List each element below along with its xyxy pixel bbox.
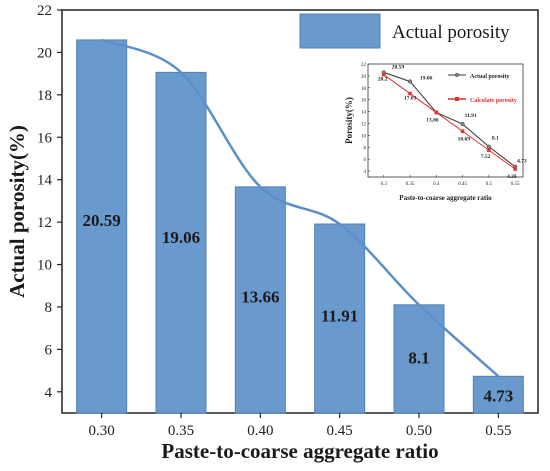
bar (76, 39, 128, 414)
inset-series-line (383, 74, 516, 170)
inset-legend-marker (455, 97, 459, 101)
inset-y-tick-label: 4 (364, 170, 367, 175)
inset-data-label: 19.06 (420, 75, 433, 81)
inset-x-tick-label: 0.4 (433, 182, 440, 187)
y-tick-label: 16 (37, 130, 53, 146)
x-tick-label: 0.40 (247, 423, 273, 439)
y-tick-label: 4 (45, 385, 53, 401)
inset-x-tick-label: 0.3 (381, 182, 388, 187)
inset-x-axis-title: Paste-to-coarse aggregate ratio (399, 194, 492, 202)
inset-data-label: 20.59 (392, 64, 405, 70)
x-tick-label: 0.55 (485, 423, 511, 439)
inset-point (460, 129, 465, 134)
inset-chart: 4 6 8 10 12 14 16 18 20 22 0.3 0.35 0.4 0.45 0.5 0.55 20… (335, 56, 535, 206)
inset-point (407, 79, 413, 84)
inset-y-tick-label: 10 (361, 134, 367, 139)
main-plot-area: 4 6 8 10 12 14 16 18 20 22 20.59 19.06 13.66 11.91 8.1… (5, 3, 539, 463)
inset-data-label: 8.1 (492, 136, 499, 142)
y-tick-label: 6 (45, 342, 53, 358)
inset-point (487, 148, 491, 152)
bar (155, 71, 207, 414)
bar-value-label: 19.06 (162, 228, 200, 247)
inset-point (513, 167, 517, 171)
inset-data-label: 10.69 (458, 136, 471, 142)
inset-point (408, 91, 412, 96)
y-tick-label: 10 (37, 258, 52, 274)
y-tick-label: 18 (37, 88, 52, 104)
x-tick-label: 0.50 (406, 423, 432, 439)
inset-y-axis-title: Porosity(%) (344, 97, 354, 144)
x-tick-label: 0.35 (168, 423, 194, 439)
legend-label: Actual porosity (392, 22, 510, 43)
inset-y-tick-label: 12 (361, 122, 367, 127)
y-tick-label: 8 (45, 300, 53, 316)
inset-series-line (383, 71, 516, 168)
inset-y-tick-label: 8 (364, 146, 367, 151)
inset-y-tick-label: 16 (361, 99, 367, 104)
inset-data-label: 4.73 (517, 159, 527, 165)
inset-point (381, 72, 386, 77)
inset-point (460, 121, 465, 127)
inset-point (434, 110, 439, 115)
inset-x-tick-label: 0.45 (458, 182, 467, 187)
inset-legend-label: Calculate porosity (470, 98, 517, 104)
legend-swatch (299, 13, 381, 49)
bar-value-label: 4.73 (483, 387, 513, 406)
y-axis-title: Actual porosity(%) (5, 125, 29, 298)
y-tick-label: 14 (37, 173, 53, 189)
inset-point (486, 144, 491, 149)
inset-x-tick-label: 0.5 (486, 182, 493, 187)
plot-frame (61, 9, 539, 414)
inset-legend-label: Actual porosity (470, 74, 509, 80)
inset-legend-marker (454, 72, 460, 78)
inset-y-tick-label: 18 (361, 87, 367, 92)
inset-x-tick-label: 0.35 (406, 182, 415, 187)
y-tick-label: 12 (37, 215, 52, 231)
inset-frame (367, 63, 524, 178)
inset-y-tick-label: 6 (364, 158, 367, 163)
y-tick-label: 20 (37, 45, 52, 61)
inset-data-label: 13.86 (426, 117, 439, 123)
inset-y-tick-label: 20 (361, 75, 367, 80)
x-tick-label: 0.30 (89, 423, 115, 439)
inset-data-label: 7.52 (481, 154, 491, 160)
bar-value-label: 11.91 (321, 307, 358, 326)
inset-data-label: 11.91 (465, 113, 477, 119)
inset-y-tick-label: 14 (361, 111, 367, 116)
inset-y-tick-label: 22 (361, 63, 367, 68)
x-axis-title: Paste-to-coarse aggregate ratio (161, 439, 438, 463)
trend-line (101, 38, 500, 378)
inset-data-label: 17.03 (404, 96, 417, 102)
inset-x-tick-label: 0.55 (511, 182, 520, 187)
y-tick-label: 22 (37, 3, 52, 19)
inset-data-label: 4.35 (507, 174, 517, 180)
bar-value-label: 8.1 (408, 349, 429, 368)
bar-value-label: 13.66 (241, 287, 279, 306)
bar-value-label: 20.59 (83, 211, 121, 230)
bar (393, 304, 445, 414)
x-tick-label: 0.45 (327, 423, 353, 439)
inset-data-label: 20.2 (378, 77, 388, 83)
